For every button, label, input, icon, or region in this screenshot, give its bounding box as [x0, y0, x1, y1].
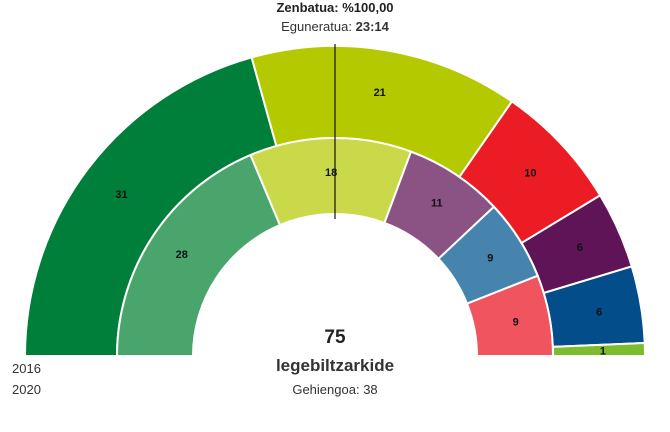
seat-segment-2020-2	[249, 137, 413, 227]
seats-unit-label: legebiltzarkide	[275, 356, 395, 375]
seat-segment-2020-5	[465, 274, 555, 357]
updated-status: Eguneratua: 23:14	[0, 19, 670, 34]
seat-label-2020-4: 9	[487, 252, 493, 264]
seat-label-2016-2: 21	[374, 87, 386, 99]
counted-label: Zenbatua:	[276, 0, 339, 15]
counted-value: %100,00	[342, 0, 394, 15]
seat-label-2020-2: 18	[325, 167, 337, 179]
seat-label-2016-4: 6	[577, 242, 583, 254]
majority-value: 38	[363, 382, 378, 397]
seat-label-2016-5: 6	[596, 306, 602, 318]
updated-label: Eguneratua:	[281, 19, 352, 34]
majority-line: Gehiengoa: 38	[220, 382, 450, 397]
inner-ring-year: 2020	[12, 382, 41, 397]
seat-label-2016-3: 10	[524, 168, 536, 180]
majority-label: Gehiengoa:	[292, 382, 360, 397]
updated-value: 23:14	[355, 19, 389, 34]
total-seats: 75	[324, 327, 346, 348]
seat-label-2020-1: 28	[176, 249, 188, 261]
seat-label-2016-1: 31	[115, 189, 127, 201]
outer-ring-year: 2016	[12, 361, 41, 376]
seat-label-2020-3: 11	[431, 198, 443, 210]
seat-label-2016-6: 1	[600, 345, 606, 357]
counted-status: Zenbatua: %100,00	[0, 0, 670, 15]
seat-label-2020-5: 9	[513, 317, 519, 329]
